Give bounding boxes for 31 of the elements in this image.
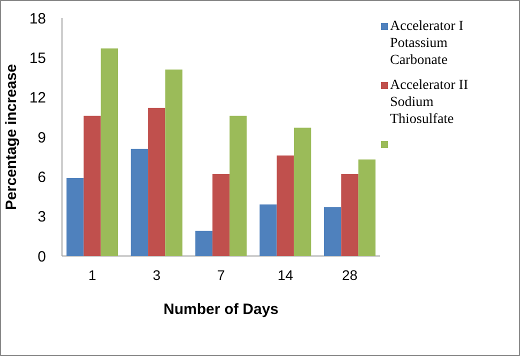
x-axis-title: Number of Days <box>163 301 279 318</box>
x-tick-label: 14 <box>278 267 294 283</box>
y-tick-label: 12 <box>29 90 46 107</box>
bar <box>260 204 277 256</box>
legend-label: Accelerator I Potassium Carbonate <box>390 19 464 68</box>
bar <box>294 128 312 256</box>
bar <box>66 178 84 256</box>
bar <box>165 70 182 256</box>
y-tick-label: 15 <box>29 50 46 67</box>
bar <box>100 48 118 256</box>
bar <box>195 230 212 256</box>
bar <box>230 116 247 256</box>
y-axis-title: Percentage increase <box>3 64 20 210</box>
bar <box>276 156 294 256</box>
bar <box>341 174 358 256</box>
bar <box>84 116 101 256</box>
y-tick-label: 0 <box>38 248 46 266</box>
y-tick-label: 3 <box>38 208 46 226</box>
legend-label: Accelerator II Sodium Thiosulfate <box>390 78 468 127</box>
x-tick-label: 28 <box>342 267 358 283</box>
y-tick-label: 6 <box>38 168 46 186</box>
bar <box>324 207 342 256</box>
bar <box>358 159 376 256</box>
bar <box>148 108 166 256</box>
bar <box>130 148 148 256</box>
x-tick-label: 7 <box>217 267 226 283</box>
x-tick-label: 3 <box>152 267 161 283</box>
y-tick-label: 18 <box>29 10 46 28</box>
x-tick-label: 1 <box>88 267 96 283</box>
bar <box>212 174 230 256</box>
y-tick-label: 9 <box>38 129 46 146</box>
